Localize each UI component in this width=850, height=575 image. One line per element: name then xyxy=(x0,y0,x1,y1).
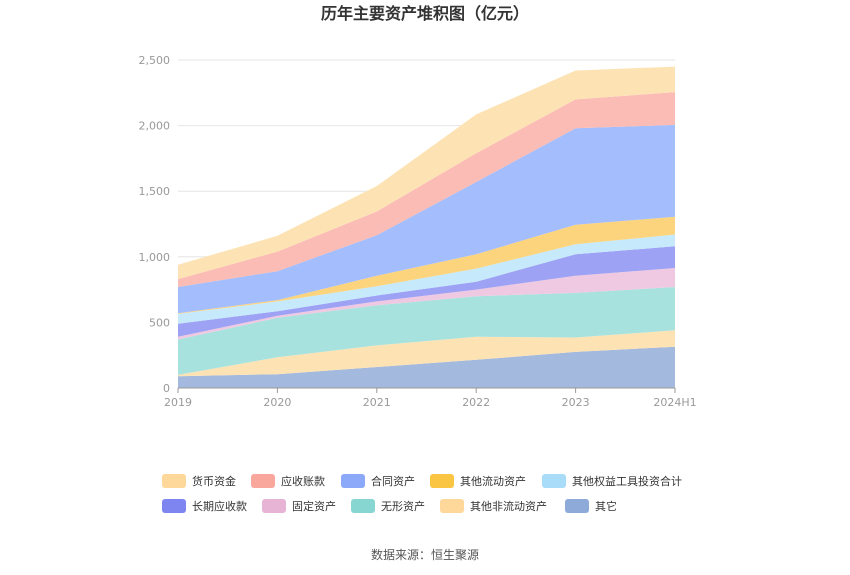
legend-swatch xyxy=(440,499,464,513)
area-3 xyxy=(178,268,675,340)
legend-item: 其他流动资产 xyxy=(430,474,526,488)
x-tick-label: 2022 xyxy=(462,396,490,409)
legend-label: 货币资金 xyxy=(192,474,236,488)
legend-swatch xyxy=(251,474,275,488)
area-1 xyxy=(178,330,675,377)
legend-label: 无形资产 xyxy=(381,499,425,513)
x-tick-label: 2023 xyxy=(562,396,590,409)
legend-label: 长期应收款 xyxy=(192,499,247,513)
area-4 xyxy=(178,246,675,337)
x-tick-label: 2019 xyxy=(164,396,192,409)
legend-item: 长期应收款 xyxy=(162,499,247,513)
legend-item: 货币资金 xyxy=(162,474,236,488)
legend-item: 固定资产 xyxy=(262,499,336,513)
x-tick-label: 2024H1 xyxy=(653,396,696,409)
legend-swatch xyxy=(341,474,365,488)
legend-item: 其他权益工具投资合计 xyxy=(542,474,682,488)
legend-item: 应收账款 xyxy=(251,474,325,488)
area-8 xyxy=(178,92,675,287)
legend-swatch xyxy=(162,499,186,513)
y-tick-label: 1,000 xyxy=(139,251,171,264)
area-7 xyxy=(178,124,675,314)
x-tick-label: 2021 xyxy=(363,396,391,409)
area-2 xyxy=(178,287,675,375)
legend-label: 固定资产 xyxy=(292,499,336,513)
area-6 xyxy=(178,216,675,314)
axes: 0 500 1,000 1,500 2,000 2,500 2019 2020 2021 2022… xyxy=(139,54,697,409)
area-9 xyxy=(178,66,675,280)
y-tick-label: 2,000 xyxy=(139,120,171,133)
area-5 xyxy=(178,234,675,324)
chart-title: 历年主要资产堆积图（亿元） xyxy=(321,4,529,23)
legend-label: 其它 xyxy=(595,499,617,513)
legend-label: 应收账款 xyxy=(281,474,325,488)
y-tick-label: 2,500 xyxy=(139,54,171,67)
y-tick-label: 500 xyxy=(149,316,170,329)
y-tick-label: 0 xyxy=(163,382,170,395)
area-series xyxy=(178,66,675,388)
legend-swatch xyxy=(565,499,589,513)
x-tick-label: 2020 xyxy=(263,396,291,409)
y-tick-label: 1,500 xyxy=(139,185,171,198)
legend-label: 其他流动资产 xyxy=(460,474,526,488)
legend-label: 合同资产 xyxy=(371,474,415,488)
legend-item: 合同资产 xyxy=(341,474,415,488)
legend-item: 其它 xyxy=(565,499,617,513)
data-source-note: 数据来源：恒生聚源 xyxy=(371,547,479,562)
legend-swatch xyxy=(542,474,566,488)
legend-label: 其他非流动资产 xyxy=(470,499,547,513)
legend-swatch xyxy=(262,499,286,513)
legend-item: 无形资产 xyxy=(351,499,425,513)
legend-item: 其他非流动资产 xyxy=(440,499,547,513)
legend-swatch xyxy=(351,499,375,513)
area-0 xyxy=(178,346,675,388)
legend-label: 其他权益工具投资合计 xyxy=(572,474,682,488)
legend-swatch xyxy=(162,474,186,488)
legend-swatch xyxy=(430,474,454,488)
